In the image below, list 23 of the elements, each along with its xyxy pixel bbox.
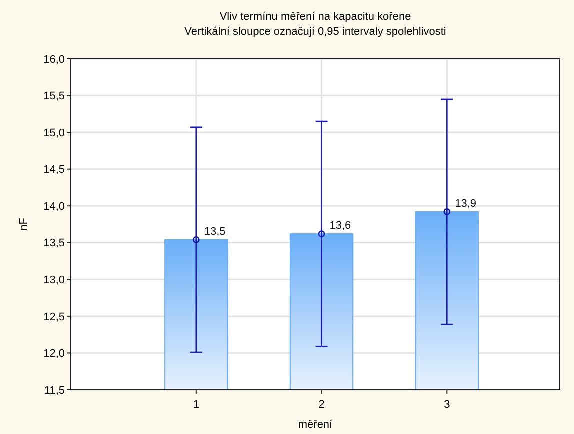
y-tick-label: 12,5 [44,311,65,324]
y-tick-label: 12,0 [44,348,65,360]
y-tick-label: 13,5 [44,238,65,250]
y-tick-label: 11,5 [44,384,65,397]
data-label: 13,9 [455,198,477,210]
x-tick-label: 1 [193,399,200,411]
point [192,236,200,244]
y-axis-title: nF [18,218,30,231]
y-tick-label: 14,5 [44,164,65,176]
chart-subtitle: Vertikální sloupce označují 0,95 intervaly spolehlivosti [184,26,446,38]
data-label: 13,5 [204,226,226,238]
y-tick-label: 14,0 [44,200,65,213]
y-tick-label: 15,0 [44,127,65,140]
point [444,208,451,216]
y-tick-label: 16,0 [44,54,65,66]
x-axis-title: měření [298,419,334,431]
x-tick-label: 2 [318,399,325,411]
data-label: 13,6 [330,220,352,232]
x-tick-label: 3 [444,399,450,411]
y-tick-label: 15,5 [44,90,65,103]
point [318,230,326,238]
chart-title: Vliv termínu měření na kapacitu kořene [220,11,412,23]
y-tick-label: 13,0 [44,274,65,287]
